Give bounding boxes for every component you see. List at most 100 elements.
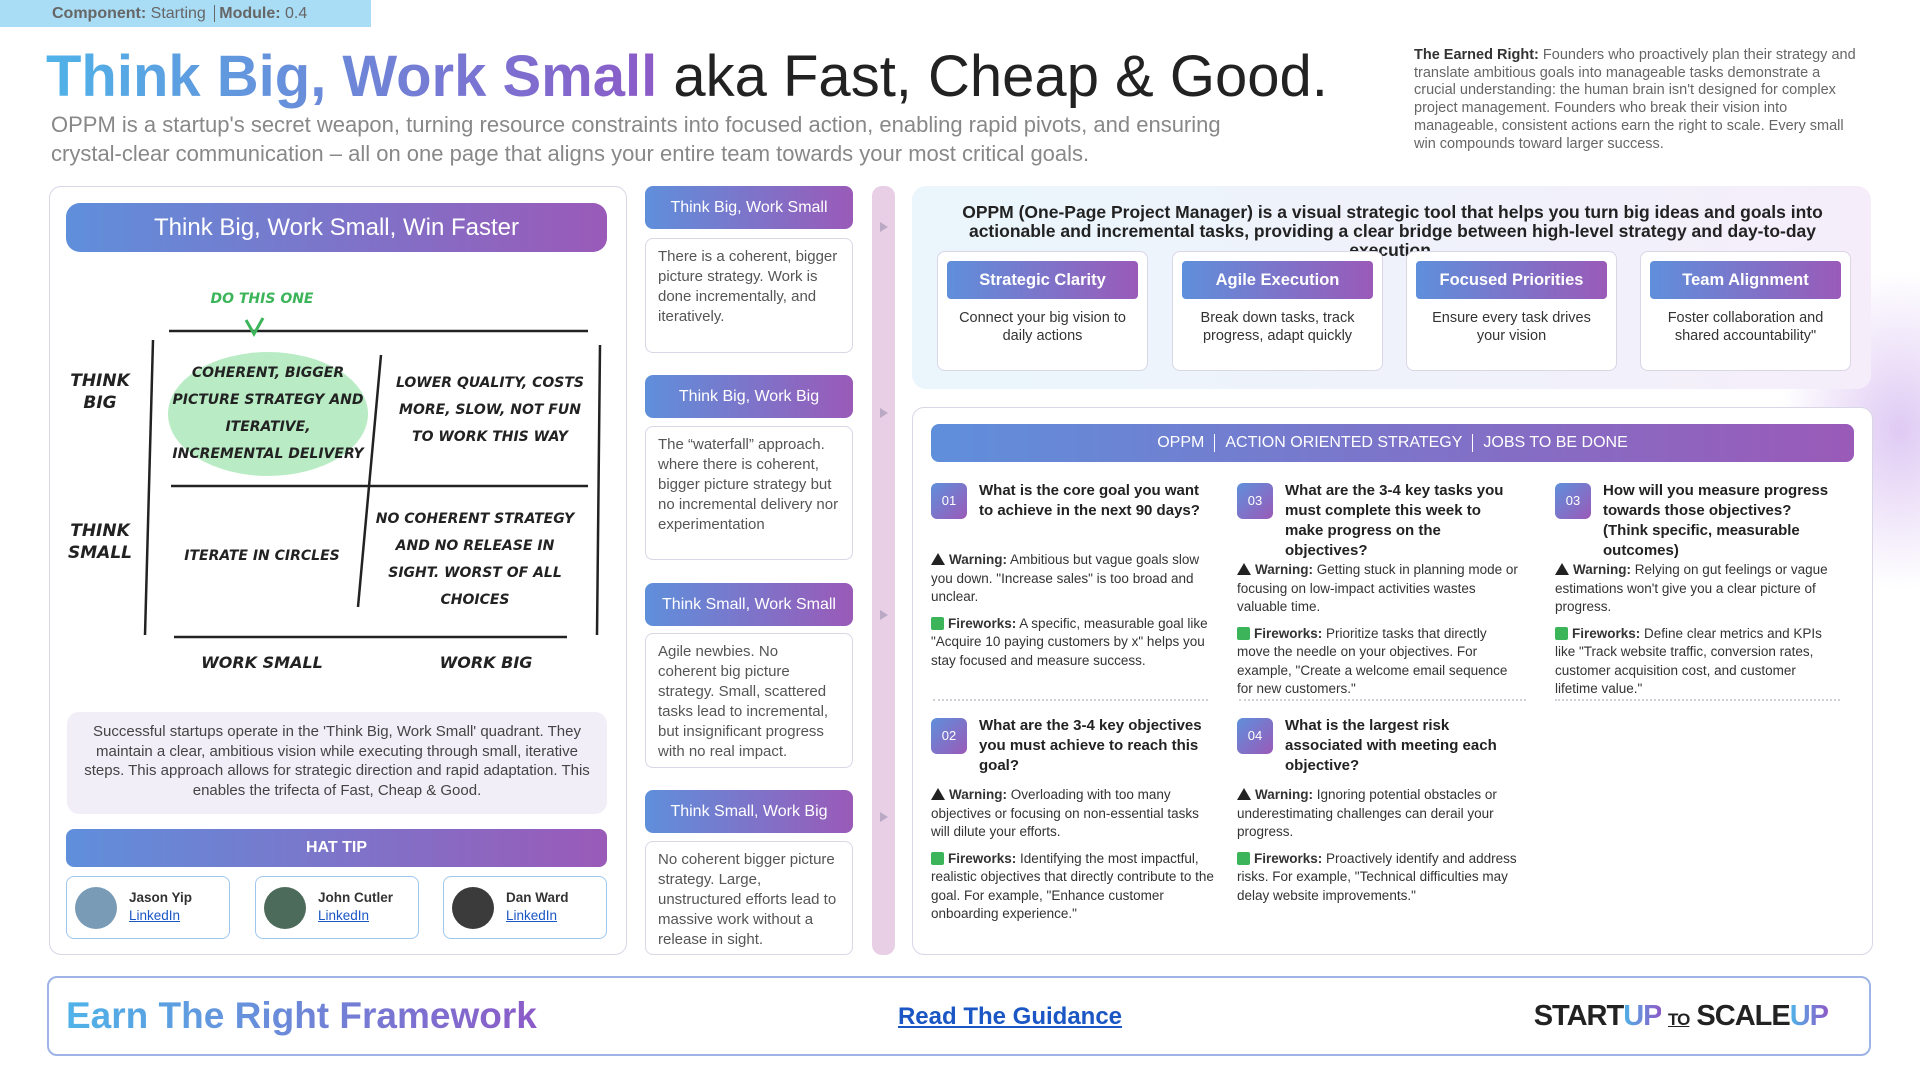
question: 02 What are the 3-4 key objectives you mu… xyxy=(931,716,1216,932)
matrix-cell: ITERATE IN CIRCLES xyxy=(184,548,340,564)
avatar xyxy=(452,887,494,929)
quadrant-text: Agile newbies. No coherent big picture s… xyxy=(645,633,853,768)
quadrant-title: Think Big, Work Big xyxy=(645,375,853,418)
pillar-text: Break down tasks, track progress, adapt … xyxy=(1200,310,1355,344)
person-name: Jason Yip xyxy=(129,890,193,905)
hat-tip: HAT TIP xyxy=(66,829,607,867)
question-text: How will you measure progress towards th… xyxy=(1603,482,1829,559)
pillar-card: Focused Priorities Ensure every task driv… xyxy=(1406,251,1617,371)
question-number: 02 xyxy=(931,718,967,754)
subtitle: OPPM is a startup's secret weapon, turni… xyxy=(51,112,1221,166)
pillar-text: Foster collaboration and shared accounta… xyxy=(1667,310,1824,344)
earned-right: The Earned Right: Founders who proactive… xyxy=(1414,47,1864,153)
warning-icon xyxy=(931,788,945,800)
fireworks-label: Fireworks: xyxy=(1572,625,1641,641)
guidance-link[interactable]: Read The Guidance xyxy=(897,1003,1123,1030)
check-icon xyxy=(931,616,944,630)
matrix-cell: NO COHERENT STRATEGY AND NO RELEASE IN S… xyxy=(375,511,575,608)
warning-icon xyxy=(1555,563,1569,575)
quadrant-text: There is a coherent, bigger picture stra… xyxy=(645,238,853,353)
person-card: John Cutler LinkedIn xyxy=(255,876,419,939)
question-text: What are the 3-4 key tasks you must comp… xyxy=(1285,482,1504,559)
question-text: What is the largest risk associated with… xyxy=(1285,717,1497,774)
question-number: 01 xyxy=(931,483,967,519)
quadrant-text: The “waterfall” approach. where there is… xyxy=(645,426,853,560)
fireworks: Fireworks: Define clear metrics and KPIs… xyxy=(1555,625,1840,699)
left-panel xyxy=(49,186,627,955)
tag: Component: Starting Module: 0.4 xyxy=(0,0,371,27)
warning-label: Warning: xyxy=(1573,562,1631,577)
banner-part: ACTION ORIENTED STRATEGY xyxy=(1225,434,1463,451)
person-link[interactable]: LinkedIn xyxy=(506,908,558,923)
column-label: WORK BIG xyxy=(439,653,533,672)
pillar-title: Team Alignment xyxy=(1650,261,1841,299)
warning-label: Warning: xyxy=(1255,562,1313,577)
quadrant-title: Think Big, Work Small xyxy=(645,186,853,229)
column-label: WORK SMALL xyxy=(201,653,323,672)
warning-text: Ignoring potential obstacles or underest… xyxy=(1237,787,1497,839)
question-text: What are the 3-4 key objectives you must… xyxy=(979,717,1202,774)
logo-part: SCALE xyxy=(1696,1000,1790,1032)
footer-title: Earn The Right Framework xyxy=(66,993,537,1039)
person-card: Jason Yip LinkedIn xyxy=(66,876,230,939)
pillar-title: Focused Priorities xyxy=(1416,261,1607,299)
banner-part: OPPM xyxy=(1157,434,1205,451)
label: Module: xyxy=(219,5,281,22)
pillar-title: Agile Execution xyxy=(1182,261,1373,299)
question-number: 04 xyxy=(1237,718,1273,754)
warning-icon xyxy=(1237,563,1251,575)
warning-text: Relying on gut feelings or vague estimat… xyxy=(1555,562,1828,614)
label: Component: xyxy=(52,5,147,22)
person-name: John Cutler xyxy=(318,890,394,905)
question: 04 What is the largest risk associated wi… xyxy=(1237,716,1522,913)
question: 03 What are the 3-4 key tasks you must co… xyxy=(1237,481,1522,707)
logo-part: UP xyxy=(1789,1000,1829,1032)
title-highlight: Think Big, Work Small xyxy=(46,44,658,109)
warning-text: Getting stuck in planning mode or focusi… xyxy=(1237,562,1518,614)
warning: Warning: Relying on gut feelings or vagu… xyxy=(1555,561,1840,617)
quadrant-text: No coherent bigger picture strategy. Lar… xyxy=(645,841,853,955)
warning-icon xyxy=(931,553,945,565)
person-card: Dan Ward LinkedIn xyxy=(443,876,607,939)
question: 01 What is the core goal you want to achi… xyxy=(931,481,1216,678)
pillar-text: Connect your big vision to daily actions xyxy=(959,310,1126,344)
summary: Successful startups operate in the 'Thin… xyxy=(67,712,607,814)
check-icon xyxy=(1237,851,1250,865)
question-number: 03 xyxy=(1237,483,1273,519)
warning-text: Overloading with too many objectives or … xyxy=(931,787,1199,839)
logo: STARTUP TO SCALEUP xyxy=(1534,999,1829,1037)
logo-part: UP xyxy=(1623,1000,1662,1032)
avatar xyxy=(75,887,117,929)
warning-label: Warning: xyxy=(1255,787,1313,802)
person-name: Dan Ward xyxy=(506,890,569,905)
fireworks-label: Fireworks: xyxy=(1254,850,1323,866)
separator xyxy=(1555,699,1840,701)
pillar-card: Agile Execution Break down tasks, track p… xyxy=(1172,251,1383,371)
person-link[interactable]: LinkedIn xyxy=(318,908,370,923)
example-link[interactable]: EXAMPLE OPPM xyxy=(1713,822,1799,863)
panel-heading: Think Big, Work Small, Win Faster xyxy=(66,203,607,252)
title: Think Big, Work Small aka Fast, Cheap & … xyxy=(46,42,1328,112)
banner-part: JOBS TO BE DONE xyxy=(1483,434,1628,451)
fireworks-text: Prioritize tasks that directly move the … xyxy=(1237,625,1508,697)
person-link[interactable]: LinkedIn xyxy=(129,908,181,923)
pillar-card: Strategic Clarity Connect your big vision… xyxy=(937,251,1148,371)
fireworks-label: Fireworks: xyxy=(948,615,1017,631)
matrix-cell: COHERENT, BIGGER PICTURE STRATEGY AND IT… xyxy=(172,365,364,462)
title-rest: aka Fast, Cheap & Good. xyxy=(673,44,1328,109)
jobs-panel xyxy=(912,407,1873,955)
warning: Warning: Overloading with too many objec… xyxy=(931,786,1216,842)
fireworks: Fireworks: Identifying the most impactfu… xyxy=(931,850,1216,924)
text: Founders who proactively plan their stra… xyxy=(1414,47,1856,152)
fireworks: Fireworks: Proactively identify and addr… xyxy=(1237,850,1522,906)
question-number: 03 xyxy=(1555,483,1591,519)
fireworks-label: Fireworks: xyxy=(948,850,1017,866)
pillar-card: Team Alignment Foster collaboration and s… xyxy=(1640,251,1851,371)
separator xyxy=(1239,699,1526,701)
warning: Warning: Getting stuck in planning mode … xyxy=(1237,561,1522,617)
fireworks-label: Fireworks: xyxy=(1254,625,1323,641)
pillar-title: Strategic Clarity xyxy=(947,261,1138,299)
fireworks: Fireworks: Prioritize tasks that directl… xyxy=(1237,625,1522,699)
